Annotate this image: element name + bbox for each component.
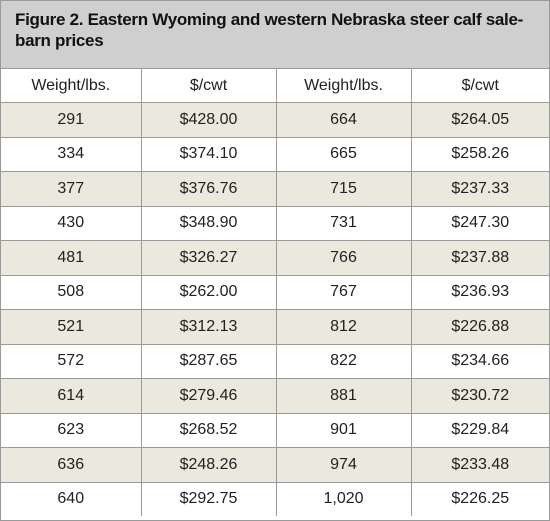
table-cell: 291 xyxy=(1,102,141,137)
table-row: 508 $262.00 767 $236.93 xyxy=(1,274,549,310)
table-cell: 767 xyxy=(275,274,411,310)
table-cell: $268.52 xyxy=(140,412,276,448)
table-cell: $237.88 xyxy=(410,240,549,275)
table-cell: 881 xyxy=(275,378,411,413)
table-cell: $226.25 xyxy=(410,481,549,516)
table-row: 614 $279.46 881 $230.72 xyxy=(1,378,549,413)
table-cell: $230.72 xyxy=(410,378,549,413)
table-cell: 715 xyxy=(275,171,411,206)
table-cell: $326.27 xyxy=(140,240,276,275)
table-cell: 636 xyxy=(1,447,141,482)
table-row: 572 $287.65 822 $234.66 xyxy=(1,343,549,379)
table-cell: 572 xyxy=(1,343,141,379)
table-cell: $292.75 xyxy=(140,481,276,516)
column-header: Weight/lbs. xyxy=(1,68,141,103)
table-row: 334 $374.10 665 $258.26 xyxy=(1,136,549,172)
table-cell: $279.46 xyxy=(140,378,276,413)
table-cell: 623 xyxy=(1,412,141,448)
table-row: 623 $268.52 901 $229.84 xyxy=(1,412,549,448)
figure-title: Figure 2. Eastern Wyoming and western Ne… xyxy=(1,1,549,68)
table-row: 430 $348.90 731 $247.30 xyxy=(1,205,549,241)
column-header: $/cwt xyxy=(410,68,549,103)
table-cell: $229.84 xyxy=(410,412,549,448)
table-cell: 822 xyxy=(275,343,411,379)
table-cell: 812 xyxy=(275,309,411,344)
table-cell: 731 xyxy=(275,205,411,241)
price-table: Weight/lbs. $/cwt Weight/lbs. $/cwt 291 $428… xyxy=(1,68,549,516)
table-cell: 1,020 xyxy=(275,481,411,516)
table-row: 640 $292.75 1,020 $226.25 xyxy=(1,481,549,516)
table-cell: $428.00 xyxy=(140,102,276,137)
table-cell: 508 xyxy=(1,274,141,310)
table-cell: $236.93 xyxy=(410,274,549,310)
table-cell: $234.66 xyxy=(410,343,549,379)
table-cell: $226.88 xyxy=(410,309,549,344)
table-cell: 901 xyxy=(275,412,411,448)
table-cell: 665 xyxy=(275,136,411,172)
table-cell: 974 xyxy=(275,447,411,482)
table-cell: 640 xyxy=(1,481,141,516)
table-row: 291 $428.00 664 $264.05 xyxy=(1,102,549,137)
table-cell: 766 xyxy=(275,240,411,275)
table-cell: $312.13 xyxy=(140,309,276,344)
table-cell: 377 xyxy=(1,171,141,206)
table-cell: $247.30 xyxy=(410,205,549,241)
table-cell: $258.26 xyxy=(410,136,549,172)
table-cell: $248.26 xyxy=(140,447,276,482)
table-cell: 430 xyxy=(1,205,141,241)
column-header: $/cwt xyxy=(140,68,276,103)
table-cell: $233.48 xyxy=(410,447,549,482)
table-cell: 521 xyxy=(1,309,141,344)
table-cell: 481 xyxy=(1,240,141,275)
table-cell: $264.05 xyxy=(410,102,549,137)
table-cell: $237.33 xyxy=(410,171,549,206)
table-row: 377 $376.76 715 $237.33 xyxy=(1,171,549,206)
table-row: 636 $248.26 974 $233.48 xyxy=(1,447,549,482)
header-row: Weight/lbs. $/cwt Weight/lbs. $/cwt xyxy=(1,68,549,103)
table-cell: 334 xyxy=(1,136,141,172)
table-cell: $348.90 xyxy=(140,205,276,241)
table-cell: 614 xyxy=(1,378,141,413)
table-cell: 664 xyxy=(275,102,411,137)
table-cell: $376.76 xyxy=(140,171,276,206)
table-cell: $374.10 xyxy=(140,136,276,172)
table-row: 481 $326.27 766 $237.88 xyxy=(1,240,549,275)
column-header: Weight/lbs. xyxy=(275,68,411,103)
table-cell: $262.00 xyxy=(140,274,276,310)
table-body: 291 $428.00 664 $264.05 334 $374.10 665 $258.26… xyxy=(1,102,549,516)
table-row: 521 $312.13 812 $226.88 xyxy=(1,309,549,344)
table-cell: $287.65 xyxy=(140,343,276,379)
